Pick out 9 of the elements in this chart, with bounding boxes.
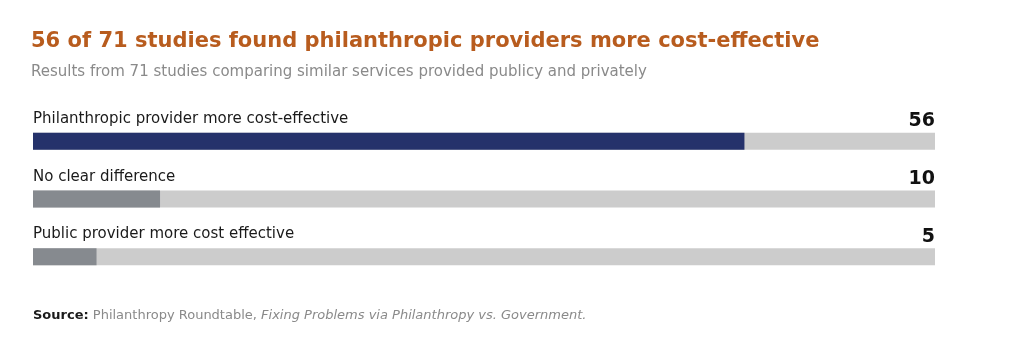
data-label: 10 [908,166,935,188]
data-label: 56 [908,108,935,131]
y-tick-label: Public provider more cost effective [33,224,295,243]
source-note: Source: Philanthropy Roundtable, Fixing Problems via Philanthropy vs. Government. [33,307,587,322]
y-tick-label: Philanthropic provider more cost-effective [33,108,349,127]
chart-title: 56 of 71 studies found philanthropic providers more cost-effective [31,27,820,52]
y-tick-label: No clear difference [33,166,176,185]
data-label: 5 [921,223,935,246]
chart-subtitle: Results from 71 studies comparing similar services provided publicy and privately [31,61,647,80]
